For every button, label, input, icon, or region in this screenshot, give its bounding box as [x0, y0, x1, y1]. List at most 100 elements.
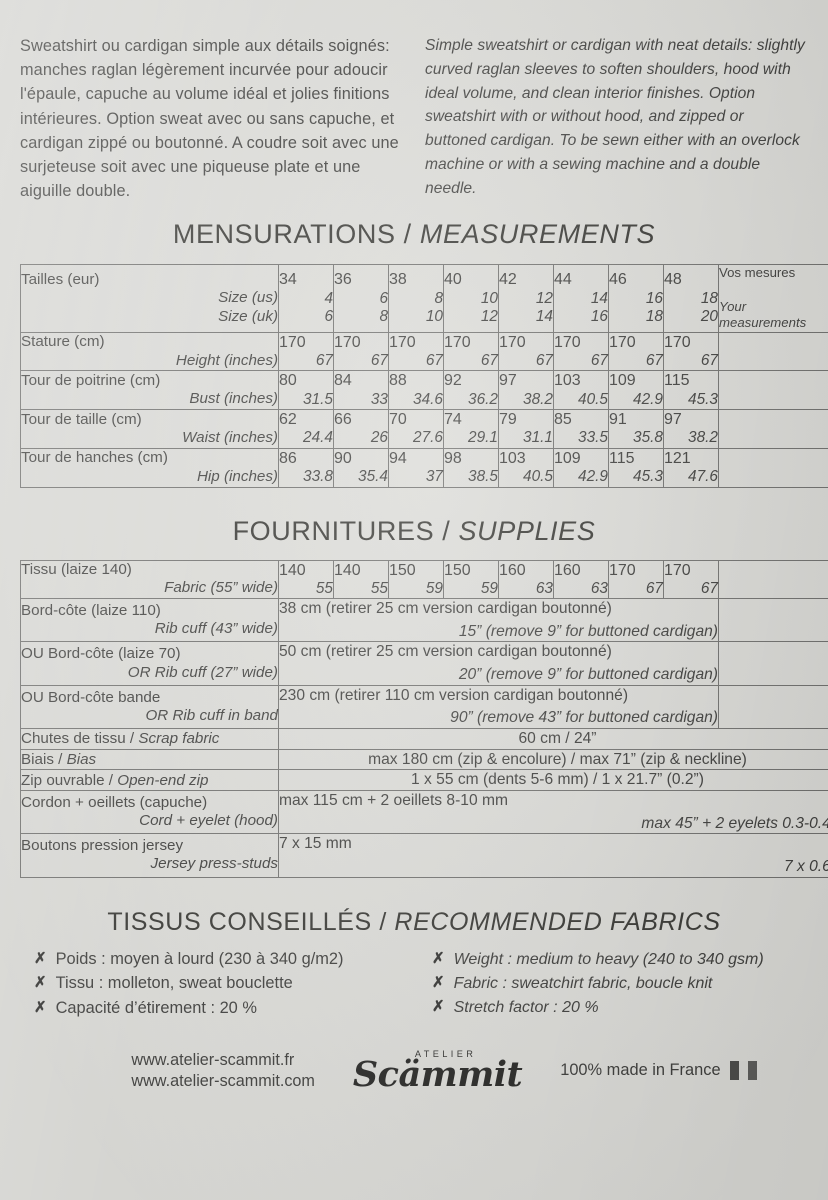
list-item: ✗ Weight : medium to heavy (240 to 340 g… — [432, 950, 808, 969]
fabric-cm: 160 — [554, 561, 581, 579]
fabric-in: 63 — [535, 579, 553, 597]
table-row: Tissu (laize 140) Fabric (55” wide) 140 5… — [20, 559, 828, 600]
ribcuff-band-value-cell: 230 cm (retirer 110 cm version cardigan … — [278, 684, 719, 730]
ribcuff70-side-cell — [718, 641, 828, 686]
fabric-in: 67 — [645, 579, 663, 597]
size-cell: 40 10 12 — [443, 264, 499, 333]
waist-cm: 74 — [444, 411, 462, 429]
your-measurement-input-bust[interactable] — [718, 370, 828, 411]
pattern-info-page: Sweatshirt ou cardigan simple aux détail… — [20, 37, 828, 1093]
height-in: 67 — [425, 352, 443, 369]
hip-cm: 103 — [499, 449, 526, 467]
waist-in: 29.1 — [468, 429, 498, 447]
waist-label-en: Waist (inches) — [182, 428, 278, 446]
size-eur: 36 — [334, 271, 352, 289]
supplies-title-separator: / — [434, 515, 459, 546]
size-eur: 42 — [499, 271, 517, 289]
size-us: 10 — [480, 289, 498, 307]
height-label-cell: Stature (cm) Height (inches) — [20, 331, 279, 372]
height-cm: 170 — [554, 333, 581, 351]
size-cell: 34 4 6 — [278, 264, 334, 333]
scrap-fabric-label-fr: Chutes de tissu — [21, 730, 126, 748]
height-label-fr: Stature (cm) — [21, 333, 105, 351]
list-item: ✗ Poids : moyen à lourd (230 à 340 g/m2) — [34, 950, 410, 970]
bias-value: max 180 cm (zip & encolure) / max 71” (z… — [278, 748, 828, 771]
ribcuff110-value-cell: 38 cm (retirer 25 cm version cardigan bo… — [278, 598, 719, 643]
height-cell: 170 67 — [663, 331, 719, 372]
hip-in: 45.3 — [633, 468, 663, 486]
waist-cell: 74 29.1 — [443, 409, 499, 449]
height-cell: 170 67 — [333, 331, 389, 372]
size-cell: 42 12 14 — [498, 264, 554, 333]
ribcuff110-label-en: Rib cuff (43” wide) — [154, 620, 278, 638]
size-us: 14 — [590, 289, 608, 307]
ribcuff70-value-fr: 50 cm (retirer 25 cm version cardigan bo… — [279, 643, 612, 661]
bust-in: 31.5 — [303, 390, 333, 408]
list-item: ✗ Tissu : molleton, sweat bouclette — [34, 974, 410, 994]
waist-label-fr: Tour de taille (cm) — [21, 410, 142, 428]
url-fr[interactable]: www.atelier-scammit.fr — [131, 1050, 295, 1069]
cord-eyelet-value-fr: max 115 cm + 2 oeillets 8-10 mm — [279, 791, 508, 809]
fabrics-column-french: ✗ Poids : moyen à lourd (230 à 340 g/m2)… — [34, 950, 410, 1024]
fabric-item-key: Tissu — [55, 974, 95, 993]
your-measurement-input-hip[interactable] — [718, 447, 828, 488]
made-in-france: 100% made in France — [560, 1061, 757, 1081]
bias-label-en: Bias — [66, 750, 97, 768]
height-cm: 170 — [444, 333, 471, 351]
hip-cell: 115 45.3 — [608, 447, 664, 488]
logo-brand-text: Scämmit — [352, 1053, 523, 1095]
url-com[interactable]: www.atelier-scammit.com — [131, 1071, 315, 1090]
hip-cell: 109 42.9 — [553, 447, 609, 488]
fabric-cm: 170 — [664, 561, 691, 579]
fabric-cell: 140 55 — [278, 559, 334, 600]
size-us: 16 — [645, 289, 663, 307]
size-cell: 48 18 20 — [663, 264, 719, 333]
size-us: 8 — [434, 289, 443, 307]
hip-in: 42.9 — [578, 468, 608, 486]
height-in: 67 — [645, 352, 663, 369]
your-measurements-header-cell: Vos mesures Your measurements — [718, 264, 828, 333]
waist-cell: 70 27.6 — [388, 409, 444, 449]
height-in: 67 — [480, 352, 498, 369]
supplies-title-en: SUPPLIES — [458, 515, 596, 546]
bust-cm: 115 — [664, 372, 690, 390]
height-cm: 170 — [334, 333, 361, 351]
bust-cell: 80 31.5 — [278, 370, 334, 411]
height-cell: 170 67 — [608, 331, 664, 372]
french-flag-icon — [729, 1061, 757, 1081]
fabric-in: 67 — [700, 579, 718, 597]
height-cell: 170 67 — [443, 331, 499, 372]
table-row: Tour de hanches (cm) Hip (inches) 86 33.8… — [20, 447, 828, 488]
table-row: Tailles (eur) Size (us) Size (uk) 34 4 6… — [20, 264, 828, 333]
supplies-table: Tissu (laize 140) Fabric (55” wide) 140 5… — [20, 559, 828, 878]
scrap-fabric-label-cell: Chutes de tissu / Scrap fabric — [20, 728, 279, 750]
sizes-label-cell: Tailles (eur) Size (us) Size (uk) — [20, 264, 279, 333]
waist-in: 35.8 — [633, 429, 663, 447]
ribcuff70-value-en: 20” (remove 9” for buttoned cardigan) — [458, 666, 718, 684]
height-cell: 170 67 — [498, 331, 554, 372]
fabric-item-text: Poids : moyen à lourd (230 à 340 g/m2) — [56, 950, 344, 970]
your-measurement-input-height[interactable] — [718, 331, 828, 372]
bust-in: 40.5 — [578, 390, 608, 408]
waist-cell: 85 33.5 — [553, 409, 609, 449]
supplies-section-title: FOURNITURES / SUPPLIES — [20, 516, 808, 547]
press-studs-label-en: Jersey press-studs — [150, 855, 278, 873]
size-uk: 12 — [480, 308, 498, 326]
x-mark-icon: ✗ — [432, 949, 445, 967]
ribcuff70-label-fr: OU Bord-côte (laize 70) — [21, 645, 181, 663]
cord-eyelet-label-fr: Cordon + oeillets (capuche) — [21, 793, 208, 811]
recommended-fabrics-section-title: TISSUS CONSEILLÉS / RECOMMENDED FABRICS — [20, 908, 808, 937]
waist-label-cell: Tour de taille (cm) Waist (inches) — [20, 409, 279, 449]
hip-cell: 90 35.4 — [333, 447, 389, 488]
fabrics-title-fr: TISSUS CONSEILLÉS — [107, 907, 372, 936]
press-studs-value-fr: 7 x 15 mm — [279, 835, 352, 853]
waist-cm: 91 — [609, 411, 627, 429]
waist-cell: 66 26 — [333, 409, 389, 449]
scrap-fabric-value: 60 cm / 24” — [278, 728, 828, 750]
your-measurement-input-waist[interactable] — [718, 409, 828, 449]
footer: www.atelier-scammit.fr www.atelier-scamm… — [20, 1050, 808, 1093]
bust-cm: 109 — [609, 372, 636, 390]
size-uk: 14 — [535, 308, 553, 326]
fabric-cm: 170 — [609, 561, 636, 579]
sizes-label-us: Size (us) — [218, 289, 278, 307]
